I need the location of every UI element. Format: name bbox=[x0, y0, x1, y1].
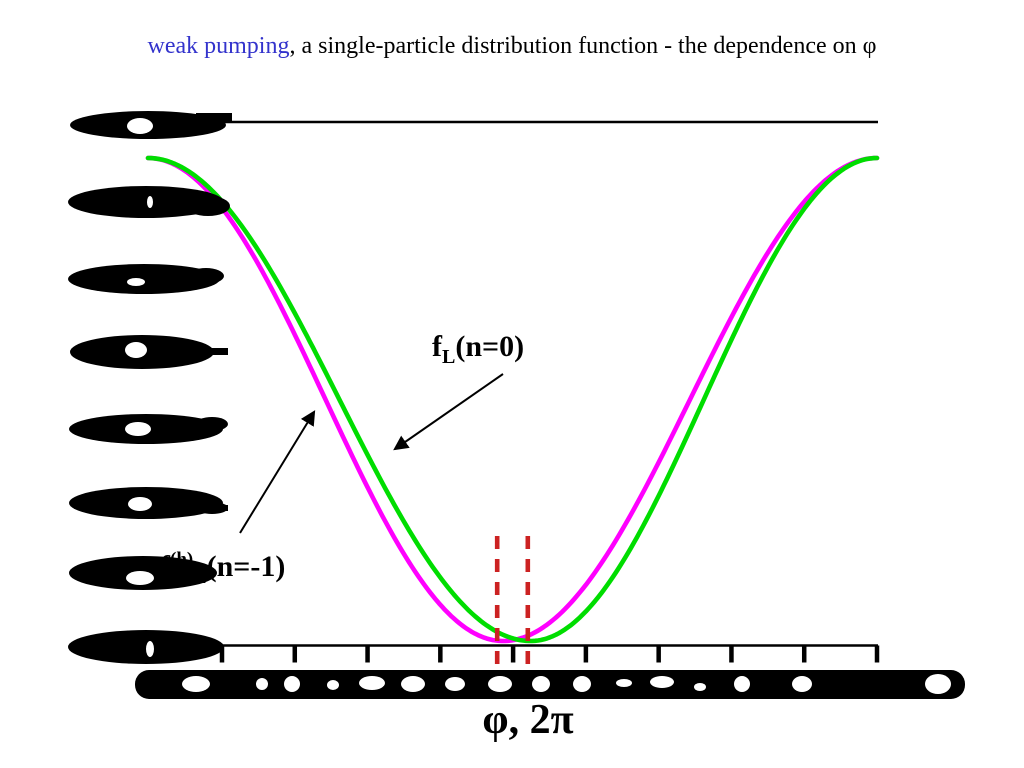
smudge-hole bbox=[734, 676, 750, 692]
smudge-hole bbox=[127, 118, 153, 134]
smudge-hole bbox=[616, 679, 632, 687]
smudge-hole bbox=[327, 680, 339, 690]
illegible-label-smudges bbox=[68, 111, 965, 699]
green-curve-label: fL(n=0) bbox=[432, 330, 524, 369]
green-label-rest: (n=0) bbox=[455, 330, 525, 363]
slide-title: weak pumping, a single-particle distribu… bbox=[0, 33, 1024, 60]
y-axis-label-smudge-edge bbox=[186, 196, 230, 216]
y-axis-label-smudge bbox=[70, 111, 226, 139]
slide-title-rest: , a single-particle distribution functio… bbox=[289, 33, 877, 59]
smudge-hole bbox=[182, 676, 210, 692]
smudge-hole bbox=[128, 497, 152, 511]
smudge-hole bbox=[532, 676, 550, 692]
smudge-hole bbox=[147, 196, 153, 208]
magenta-label-sub: L bbox=[193, 566, 207, 588]
magenta-label-f: f bbox=[160, 550, 170, 583]
smudge-hole bbox=[125, 422, 151, 436]
smudge-hole bbox=[925, 674, 951, 694]
plot-annotations bbox=[239, 373, 531, 668]
smudge-hole bbox=[650, 676, 674, 688]
y-axis-label-smudge-edge bbox=[196, 417, 228, 431]
y-axis-label-smudge bbox=[69, 414, 223, 444]
y-axis-label-smudge-edge bbox=[188, 268, 224, 284]
magenta-label-rest: (n=-1) bbox=[206, 550, 286, 583]
y-axis-label-smudge bbox=[68, 264, 220, 294]
smudge-hole bbox=[694, 683, 706, 691]
y-axis-tick-mark bbox=[202, 348, 228, 355]
smudge-hole bbox=[146, 641, 154, 657]
x-axis-title: φ, 2π bbox=[482, 697, 574, 743]
smudge-hole bbox=[127, 278, 145, 286]
y-axis-label-smudge bbox=[70, 335, 214, 369]
arrow-to-magenta-curve bbox=[239, 410, 316, 534]
y-axis-tick-mark bbox=[196, 113, 232, 123]
smudge-hole bbox=[359, 676, 385, 690]
smudge-hole bbox=[573, 676, 591, 692]
y-axis-tick-mark bbox=[204, 505, 228, 511]
y-axis-label-smudge bbox=[68, 186, 224, 218]
green-label-sub: L bbox=[442, 346, 456, 368]
green-label-f: f bbox=[432, 330, 442, 363]
smudge-hole bbox=[445, 677, 465, 691]
smudge-hole bbox=[792, 676, 812, 692]
magenta-curve-label: f(h)L(n=-1) bbox=[160, 549, 285, 589]
smudge-hole bbox=[401, 676, 425, 692]
y-axis-label-smudge bbox=[68, 630, 224, 664]
y-axis-label-smudge-edge bbox=[196, 502, 228, 514]
arrow-to-green-curve bbox=[393, 373, 504, 451]
smudge-hole bbox=[256, 678, 268, 690]
smudge-hole bbox=[488, 676, 512, 692]
x-axis-label-smudge-band bbox=[135, 670, 965, 699]
y-axis-label-smudge bbox=[69, 487, 223, 519]
magenta-label-sup: (h) bbox=[170, 549, 194, 570]
smudge-hole bbox=[126, 571, 154, 585]
smudge-hole bbox=[284, 676, 300, 692]
slide-title-highlight: weak pumping bbox=[147, 33, 290, 59]
smudge-hole bbox=[125, 342, 147, 358]
